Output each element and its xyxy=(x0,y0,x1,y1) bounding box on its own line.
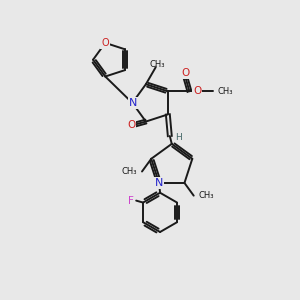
Text: CH₃: CH₃ xyxy=(150,60,165,69)
Text: CH₃: CH₃ xyxy=(218,87,233,96)
Text: N: N xyxy=(129,98,137,108)
Text: O: O xyxy=(127,119,135,130)
Text: N: N xyxy=(155,178,163,188)
Text: CH₃: CH₃ xyxy=(199,191,214,200)
Text: H: H xyxy=(175,133,182,142)
Text: CH₃: CH₃ xyxy=(122,167,137,176)
Text: O: O xyxy=(182,68,190,78)
Text: F: F xyxy=(128,196,134,206)
Text: O: O xyxy=(193,86,201,96)
Text: N: N xyxy=(155,178,163,188)
Text: O: O xyxy=(101,38,109,48)
Text: N: N xyxy=(129,98,137,108)
